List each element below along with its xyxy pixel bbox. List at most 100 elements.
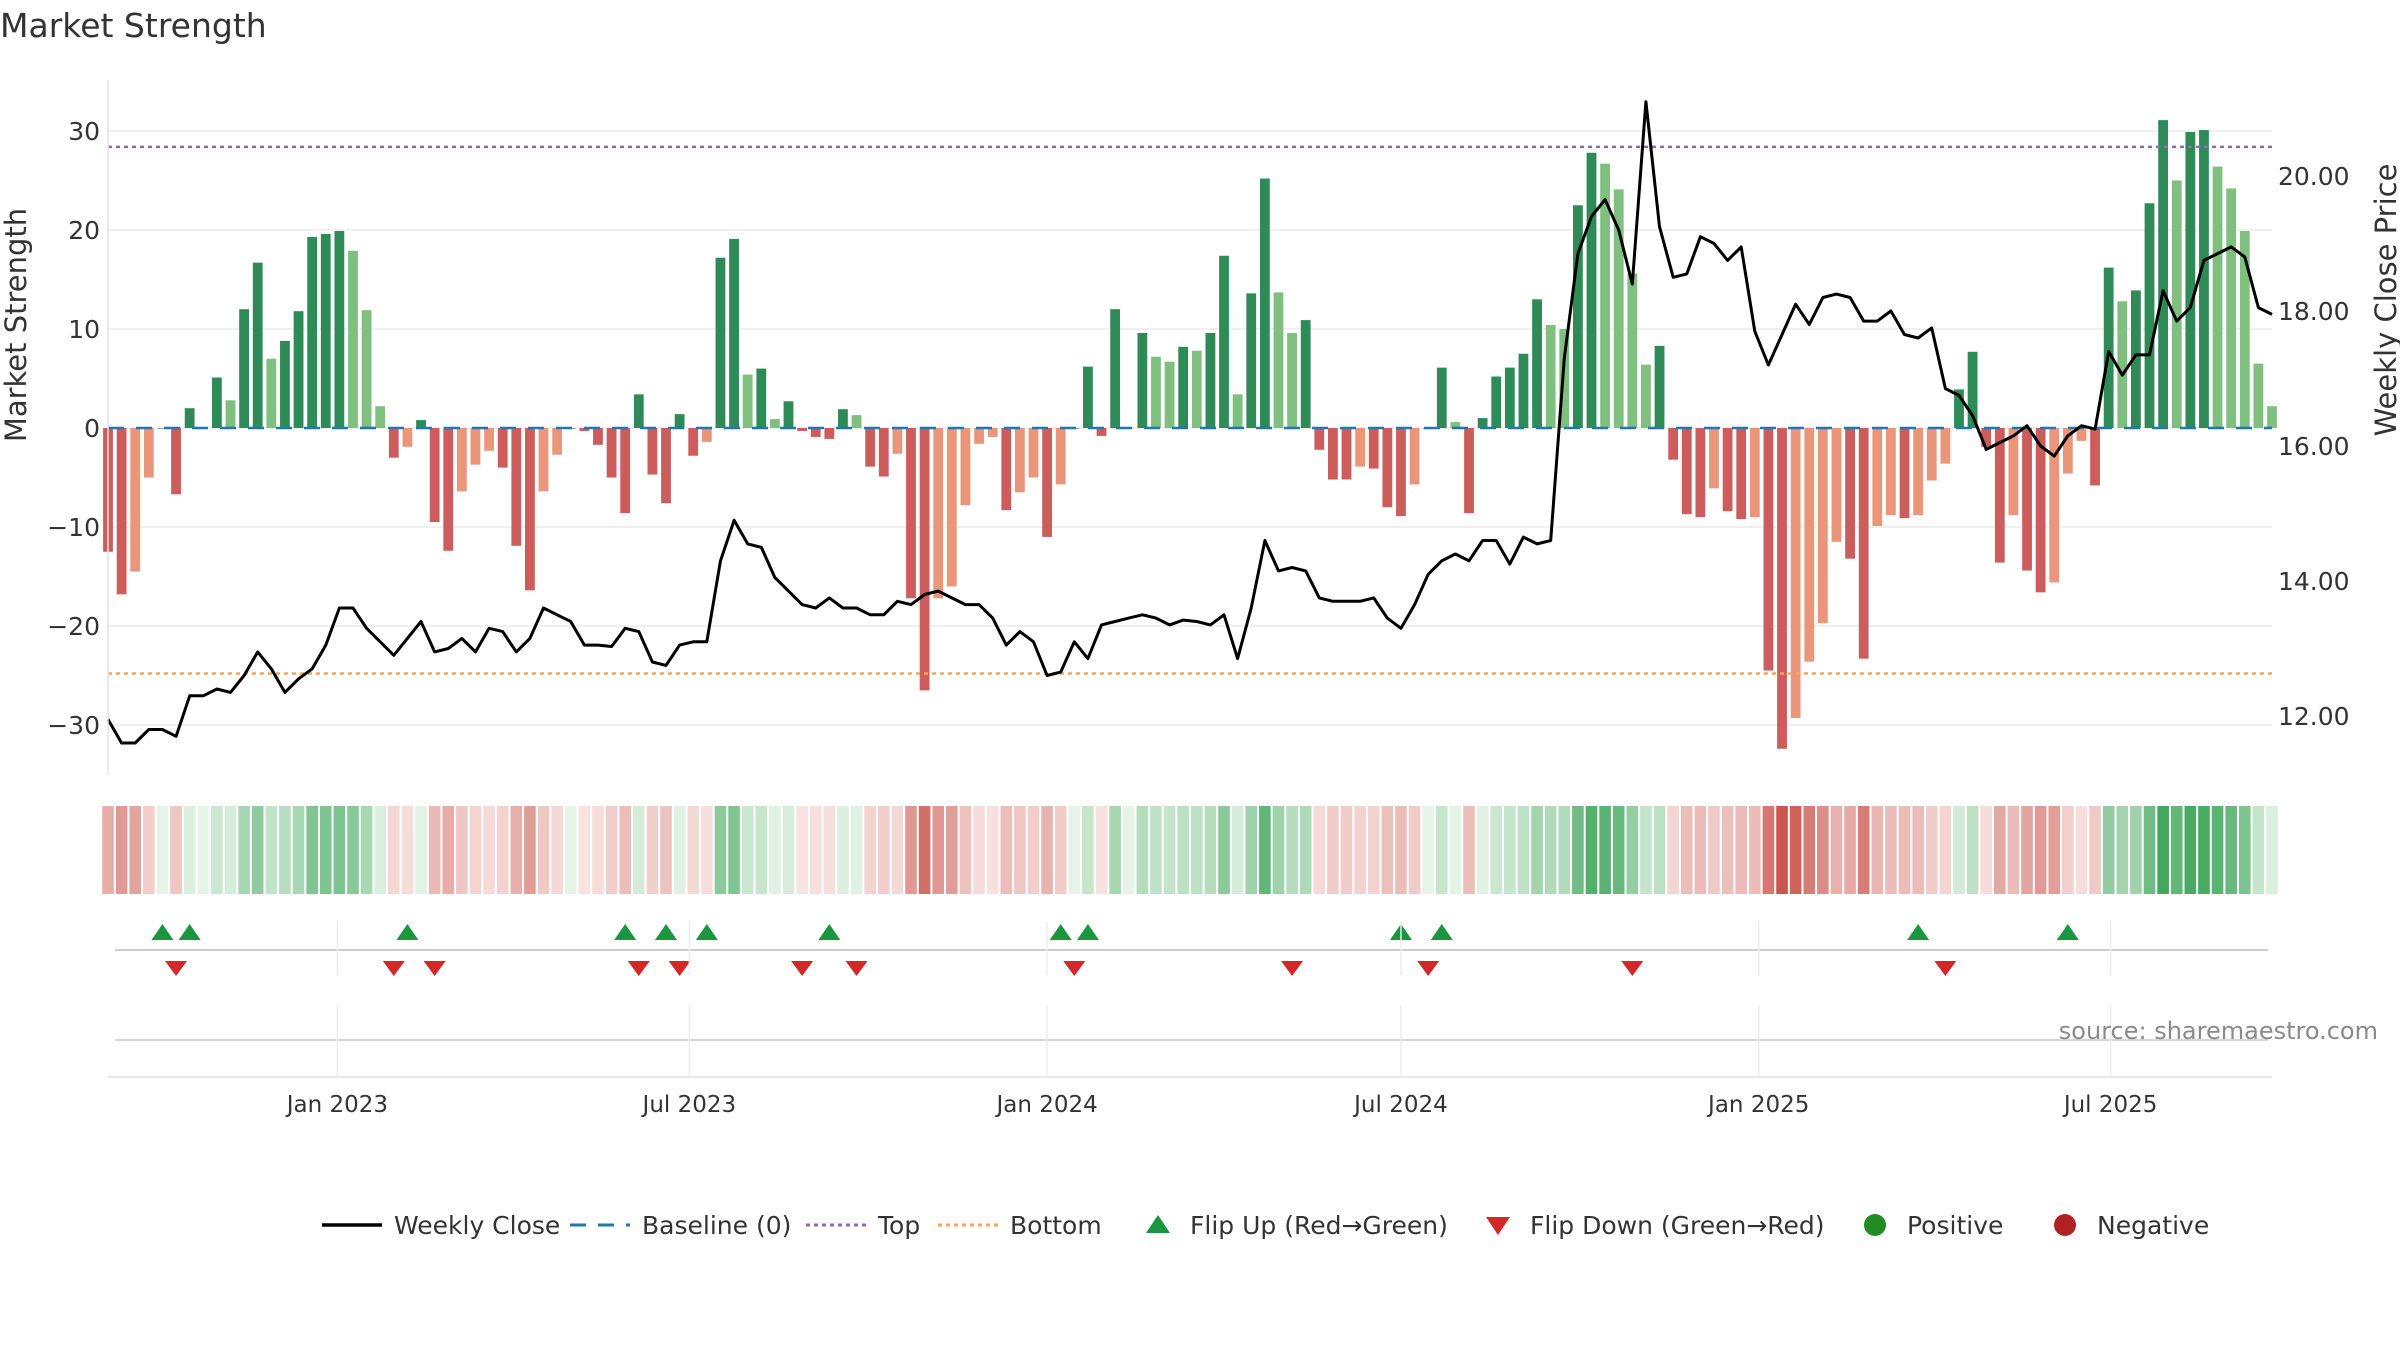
heat-cell [728, 806, 740, 894]
legend-item-flip-down: Flip Down (Green→Red) [1486, 1211, 1825, 1240]
heat-cell [1354, 806, 1366, 894]
strength-bar [456, 428, 467, 492]
heat-cell [143, 806, 155, 894]
heat-cell [632, 806, 645, 894]
y-tick-label: 20 [68, 216, 100, 245]
heat-cell [1422, 806, 1434, 894]
strength-bar [280, 340, 290, 428]
strength-bar [443, 428, 454, 551]
strength-bar [2226, 188, 2237, 428]
heat-cell [2143, 806, 2156, 894]
strength-bar [1954, 389, 1964, 428]
y-tick-label: −10 [47, 513, 100, 542]
heat-cell [646, 806, 659, 894]
heat-cell [1150, 806, 1162, 894]
heat-cell [265, 806, 278, 894]
strength-bar [143, 428, 154, 478]
flip-down-marker [627, 961, 650, 976]
strength-bar [2185, 131, 2196, 429]
strength-bar [1504, 367, 1515, 428]
strength-bar [1722, 428, 1733, 512]
heat-cell [1054, 806, 1067, 894]
heat-cell [673, 806, 686, 894]
heat-cell [932, 806, 945, 894]
heat-cell [1218, 806, 1230, 894]
strength-bar [1436, 367, 1447, 428]
heat-cell [905, 806, 917, 894]
strength-bar [838, 409, 848, 428]
strength-bar [2199, 130, 2209, 428]
heat-cell [1612, 806, 1625, 894]
strength-bar [1886, 428, 1896, 516]
heat-cell [1082, 806, 1094, 894]
heat-cell [510, 806, 523, 894]
strength-bar [1586, 152, 1597, 428]
strength-bar [674, 414, 685, 428]
strength-bar [606, 428, 617, 478]
strength-bar [1055, 428, 1066, 485]
legend-item-negative: Negative [2054, 1211, 2209, 1240]
heat-cell [1871, 806, 1884, 894]
flip-up-marker [396, 924, 419, 940]
heat-cell [2130, 806, 2142, 894]
heat-cell [102, 806, 114, 894]
strength-bar [1300, 320, 1311, 428]
flip-up-marker [1430, 924, 1453, 940]
heat-cell [1014, 806, 1026, 894]
strength-bar [1654, 345, 1665, 428]
flip-up-marker [151, 924, 174, 940]
legend-item-baseline: Baseline (0) [570, 1211, 791, 1240]
heat-cell [1653, 806, 1666, 894]
strength-bar [1572, 205, 1583, 428]
heat-cell [2211, 806, 2224, 894]
heat-cell [592, 806, 604, 894]
strength-bar [307, 236, 318, 428]
heat-cell [2170, 806, 2183, 894]
strength-bar [1042, 428, 1052, 537]
x-tick-label: Jan 2024 [994, 1092, 1097, 1118]
heat-cell [1327, 806, 1339, 894]
strength-bar [1749, 428, 1760, 518]
strength-bar [797, 428, 808, 431]
strength-bar [1641, 364, 1651, 428]
x-tick-label: Jul 2025 [2062, 1092, 2158, 1118]
heat-cell [1177, 806, 1189, 894]
strength-bar [2130, 290, 2141, 428]
heat-cell [1395, 806, 1407, 894]
strength-bar [293, 311, 304, 428]
heat-cell [1272, 806, 1285, 894]
heat-cell [2048, 806, 2061, 894]
flip-down-marker [668, 961, 691, 976]
strength-bar [620, 428, 631, 514]
strength-bar [933, 428, 944, 599]
strength-bar [2158, 120, 2169, 429]
heat-cell [1340, 806, 1353, 894]
heat-cell [1776, 806, 1788, 894]
heat-cell [292, 806, 305, 894]
heat-cell [809, 806, 822, 894]
flip-markers [108, 924, 2272, 1078]
heat-cell [1245, 806, 1258, 894]
chart-title: Market Strength [0, 6, 267, 45]
heat-cell [1885, 806, 1897, 894]
heat-cell [319, 806, 332, 894]
heat-cell [1408, 806, 1421, 894]
strength-bar [1736, 428, 1747, 520]
y2-tick-label: 14.00 [2278, 567, 2350, 596]
heat-cell [1640, 806, 1652, 894]
heat-cell [1027, 806, 1040, 894]
heat-cell [1830, 806, 1843, 894]
strength-bar [1083, 366, 1093, 428]
heat-cell [2034, 806, 2047, 894]
heat-cell [837, 806, 849, 894]
strength-bar [1627, 273, 1638, 428]
strength-bar [1450, 422, 1461, 428]
heat-cell [1544, 806, 1557, 894]
strength-bar [579, 428, 590, 431]
heat-cell [1299, 806, 1312, 894]
heat-cell [660, 806, 672, 894]
heat-cell [1898, 806, 1911, 894]
strength-bar [1259, 178, 1270, 428]
heat-cell [1993, 806, 2006, 894]
heat-cell [714, 806, 727, 894]
